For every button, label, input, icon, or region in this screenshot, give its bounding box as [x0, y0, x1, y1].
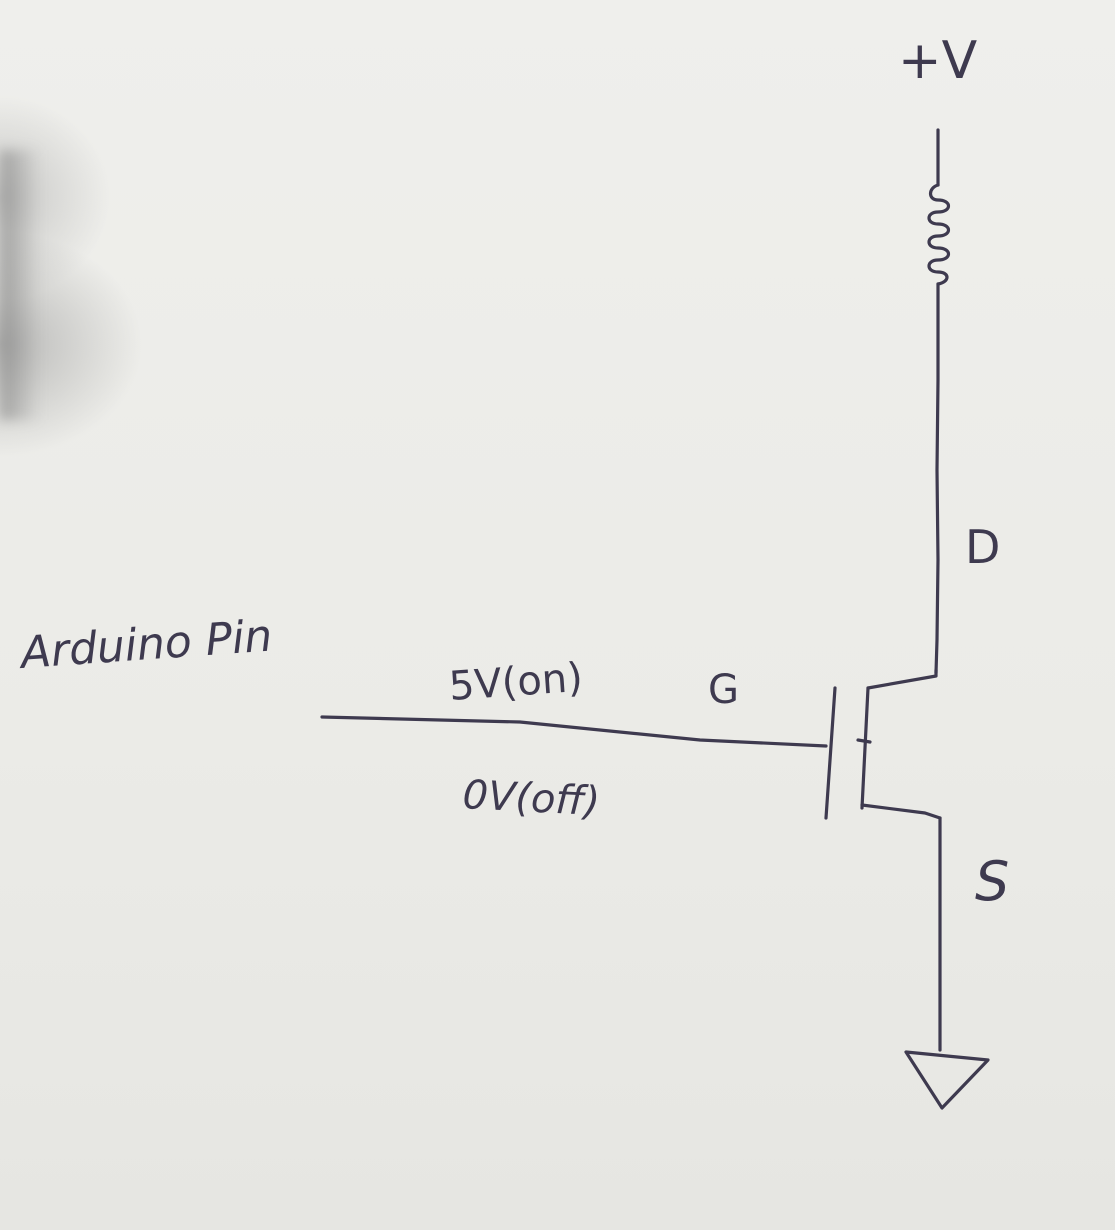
- arduino-pin-label: Arduino Pin: [16, 611, 274, 680]
- drain-wire: [934, 282, 940, 675]
- drain-label: D: [965, 520, 1000, 574]
- coil-icon: [927, 183, 951, 286]
- source-label: S: [975, 850, 1009, 913]
- on-state-label: 5V(on): [447, 655, 584, 710]
- mosfet-icon: [824, 668, 942, 820]
- paper-shadow: [0, 150, 40, 420]
- gate-label: G: [708, 667, 739, 713]
- off-state-label: 0V(off): [461, 772, 601, 825]
- ground-triangle-icon: [904, 1050, 990, 1110]
- gate-wire: [320, 715, 828, 748]
- supply-label: +V: [898, 31, 978, 91]
